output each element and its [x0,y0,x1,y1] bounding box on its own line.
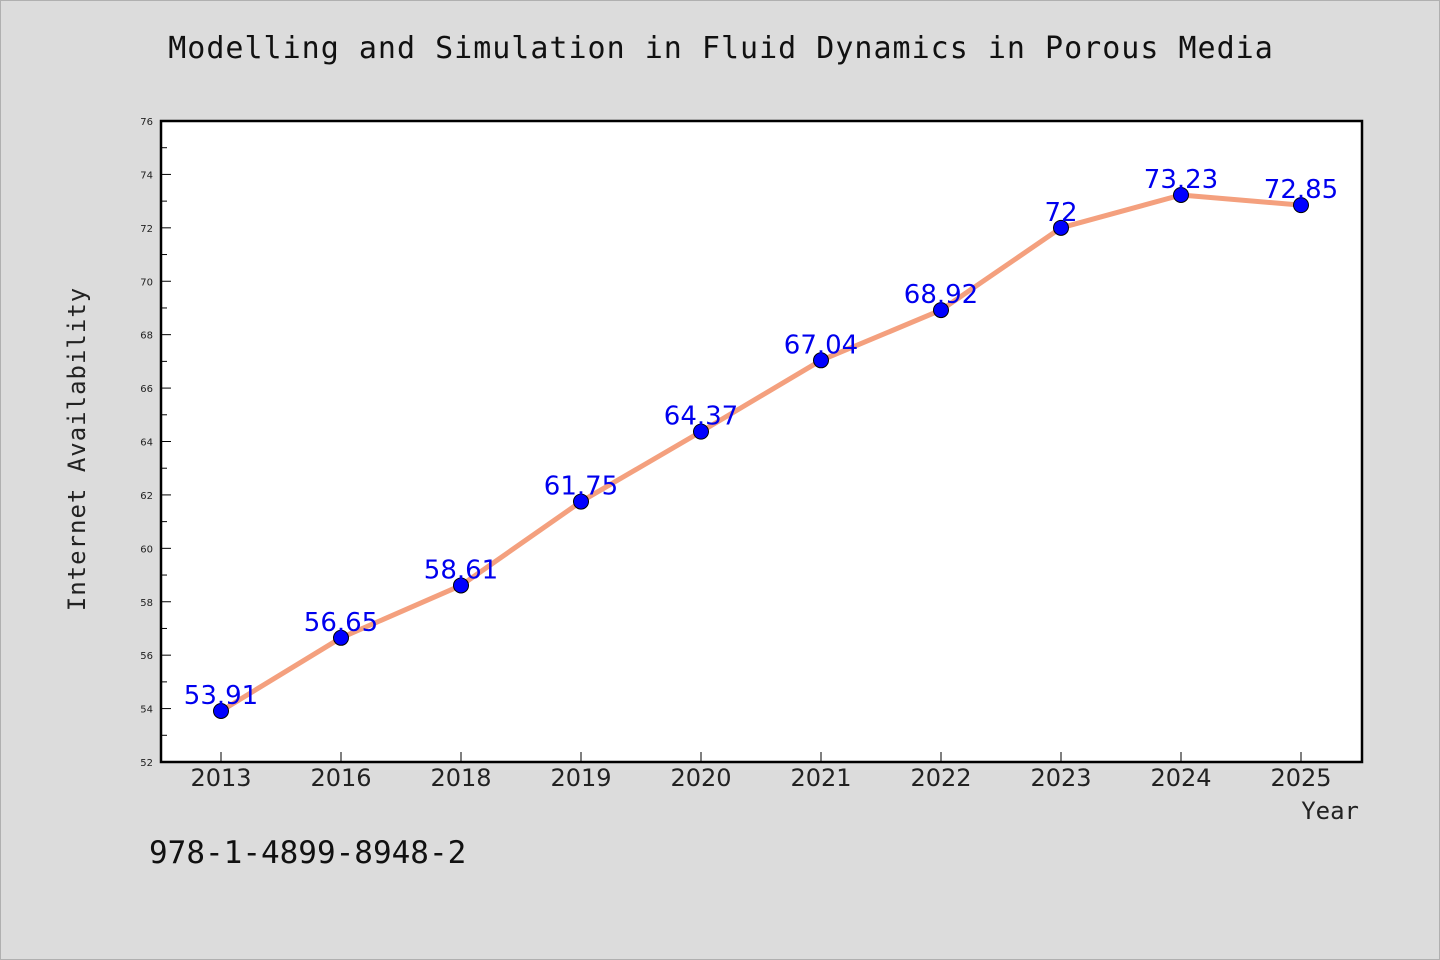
series [213,186,1309,719]
data-point [213,702,229,719]
series-line [218,192,1304,714]
data-point [1293,197,1309,214]
data-point [1173,186,1189,203]
x-tick-label: 2013 [190,764,251,792]
y-tick-label: 70 [140,277,153,288]
data-point [693,423,709,440]
data-point [453,577,469,594]
x-tick-label: 2024 [1150,764,1211,792]
x-tick-label: 2018 [430,764,491,792]
data-point [1053,219,1069,236]
y-tick-label: 72 [140,224,153,235]
data-label: 72.85 [1264,175,1338,205]
data-label: 72 [1044,198,1077,228]
data-point [333,629,349,646]
y-tick-label: 64 [140,438,153,449]
y-tick-label: 74 [140,170,153,181]
data-point [813,352,829,369]
data-labels: 53.91 56.65 58.61 61.75 64.37 67.04 68.92 72 73.… [184,165,1338,711]
data-label: 68.92 [904,280,978,310]
data-label: 61.75 [544,472,618,502]
y-tick-label: 76 [140,117,153,128]
x-axis: 2013 2016 2018 2019 2020 2021 2022 2023 2024 2025 [190,752,1332,792]
isbn-code: 978-1-4899-8948-2 [149,835,467,871]
data-label: 53.91 [184,681,258,711]
x-tick-label: 2019 [550,764,611,792]
x-tick-label: 2023 [1030,764,1091,792]
chart-title: Modelling and Simulation in Fluid Dynami… [168,31,1274,66]
plot-area [159,119,1364,764]
y-tick-label: 58 [140,598,153,609]
y-tick-label: 60 [140,544,153,555]
y-tick-label: 56 [140,651,153,662]
data-label: 56.65 [304,608,378,638]
x-tick-label: 2025 [1270,764,1331,792]
data-point [573,493,589,510]
data-point [933,302,949,319]
y-tick-label: 68 [140,331,153,342]
x-tick-label: 2016 [310,764,371,792]
data-label: 67.04 [784,330,858,360]
y-tick-label: 66 [140,384,153,395]
x-tick-label: 2021 [790,764,851,792]
x-tick-label: 2020 [670,764,731,792]
data-label: 58.61 [424,555,498,585]
y-tick-label: 62 [140,491,153,502]
x-axis-label: Year [1301,797,1359,825]
x-tick-label: 2022 [910,764,971,792]
data-label: 64.37 [664,402,738,432]
data-label: 73.23 [1144,165,1218,195]
y-tick-label: 52 [140,758,153,769]
y-tick-label: 54 [140,705,153,716]
y-axis: 52 54 56 58 60 62 64 66 68 70 72 74 76 [140,117,171,769]
